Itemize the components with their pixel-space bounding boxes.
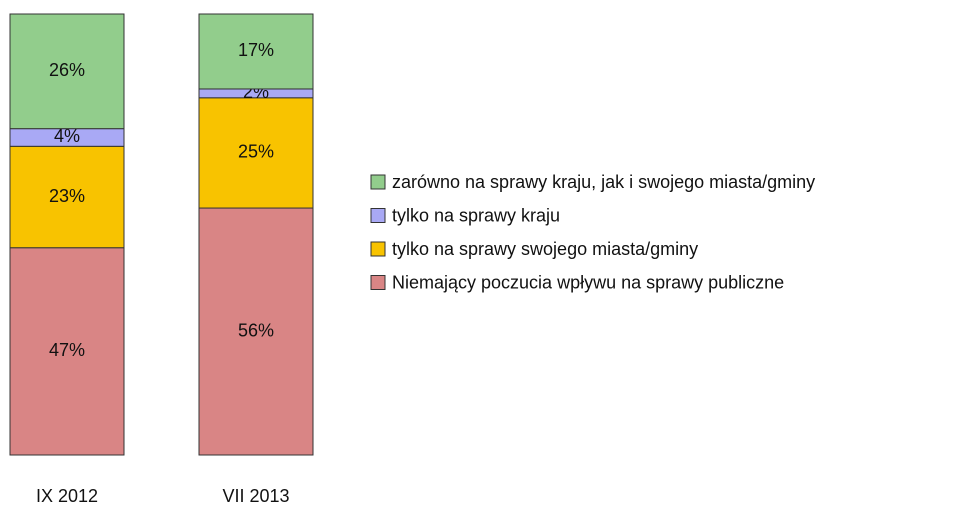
value-label: 47% (49, 340, 85, 360)
bar-segment (9, 247, 125, 456)
legend-swatch (370, 241, 386, 257)
value-label: 56% (238, 320, 274, 340)
legend-swatch (370, 208, 386, 223)
bar-segment (198, 97, 314, 209)
legend-swatch (370, 275, 386, 290)
bar-segment (9, 145, 125, 249)
value-label: 26% (49, 60, 85, 80)
value-label: 4% (54, 126, 80, 146)
legend-label: Niemający poczucia wpływu na sprawy publ… (392, 272, 784, 292)
x-tick-label: IX 2012 (36, 486, 98, 506)
x-tick-label: VII 2013 (222, 486, 289, 506)
legend-swatch (370, 174, 386, 190)
legend-label: tylko na sprawy kraju (392, 205, 560, 225)
bar-segment (198, 13, 314, 90)
legend-label: tylko na sprawy swojego miasta/gminy (392, 239, 698, 259)
bar-segment (9, 13, 125, 130)
value-label: 25% (238, 142, 274, 162)
bar-segment (198, 207, 314, 456)
value-label: 17% (238, 40, 274, 60)
value-label: 23% (49, 186, 85, 206)
legend-label: zarówno na sprawy kraju, jak i swojego m… (392, 172, 815, 192)
